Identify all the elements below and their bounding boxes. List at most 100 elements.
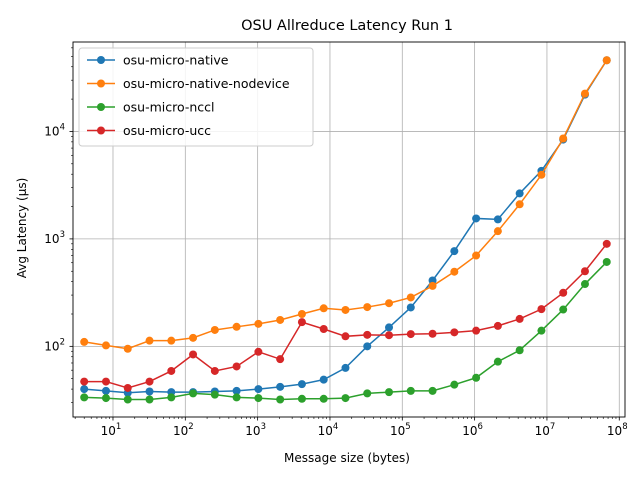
data-point [363,330,372,339]
data-point [406,330,415,339]
data-point [493,227,502,236]
data-point [385,299,394,308]
data-point [537,170,546,179]
data-point [232,362,241,371]
data-point [145,395,154,404]
data-point [101,341,110,350]
data-point [341,363,350,372]
series-osu-micro-native-nodevice [80,56,611,353]
data-point [493,321,502,330]
data-point [319,325,328,334]
legend-marker [97,56,105,64]
data-point [472,373,481,382]
data-point [210,390,219,399]
data-point [559,288,568,297]
data-point [385,331,394,340]
data-point [363,303,372,312]
data-point [428,281,437,290]
data-point [602,257,611,266]
axis-ticks: 101 102 103 104 105 106 107 108 102 103 104 [44,47,628,438]
legend-label: osu-micro-native [123,53,229,68]
legend-marker [97,79,105,88]
data-point [385,388,394,397]
data-point [450,247,459,256]
data-point [297,318,306,327]
series-layer [80,56,611,404]
x-tick-label: 105 [390,422,411,438]
data-point [297,394,306,403]
data-point [515,346,524,355]
data-point [559,134,568,143]
data-point [210,366,219,375]
data-point [210,325,219,334]
chart-title: OSU Allreduce Latency Run 1 [241,18,453,34]
data-point [580,280,589,289]
data-point [254,347,263,356]
x-tick-label: 107 [535,422,556,438]
data-point [580,89,589,98]
legend-marker [97,103,105,111]
data-point [450,328,459,337]
data-point [101,377,110,386]
data-point [493,357,502,366]
data-point [189,350,198,359]
data-point [145,387,154,396]
data-point [428,386,437,395]
data-point [341,305,350,314]
data-point [341,394,350,403]
data-point [472,326,481,335]
data-point [167,366,176,375]
data-point [472,251,481,260]
legend-entry: osu-micro-native [87,53,229,68]
y-tick-label: 102 [44,337,65,353]
data-point [123,383,132,392]
data-point [580,267,589,276]
data-point [537,305,546,314]
data-point [80,337,89,346]
legend-entry: osu-micro-nccl [87,100,215,115]
data-point [515,200,524,209]
data-point [385,323,394,332]
data-point [189,389,198,398]
legend-marker [97,126,105,135]
data-point [167,336,176,345]
data-point [559,305,568,314]
data-point [232,393,241,402]
data-point [297,380,306,389]
legend: osu-micro-native osu-micro-native-nodevic… [78,47,314,147]
data-point [602,239,611,248]
data-point [341,332,350,341]
legend-label: osu-micro-native-nodevice [123,76,290,91]
data-point [602,56,611,65]
data-point [428,329,437,338]
legend-entry: osu-micro-native-nodevice [87,76,290,91]
data-point [145,377,154,386]
x-tick-label: 102 [173,422,194,438]
data-point [101,386,110,395]
data-point [276,315,285,324]
data-point [232,322,241,331]
data-point [297,310,306,319]
data-point [254,385,263,394]
data-point [406,303,415,312]
data-point [80,393,89,402]
data-point [406,386,415,395]
series-osu-micro-ucc [80,239,611,392]
data-point [319,375,328,384]
legend-box [78,47,314,147]
data-point [254,394,263,403]
y-axis-label: Avg Latency (µs) [15,178,29,279]
y-tick-label: 104 [44,122,65,138]
data-point [80,377,89,386]
data-point [232,386,241,395]
x-axis-label: Message size (bytes) [284,451,410,465]
plot-frame [72,41,626,418]
data-point [276,382,285,391]
data-point [363,342,372,351]
data-point [80,385,89,394]
data-point [406,293,415,302]
data-point [276,395,285,404]
legend-label: osu-micro-nccl [123,100,215,115]
data-point [493,215,502,224]
